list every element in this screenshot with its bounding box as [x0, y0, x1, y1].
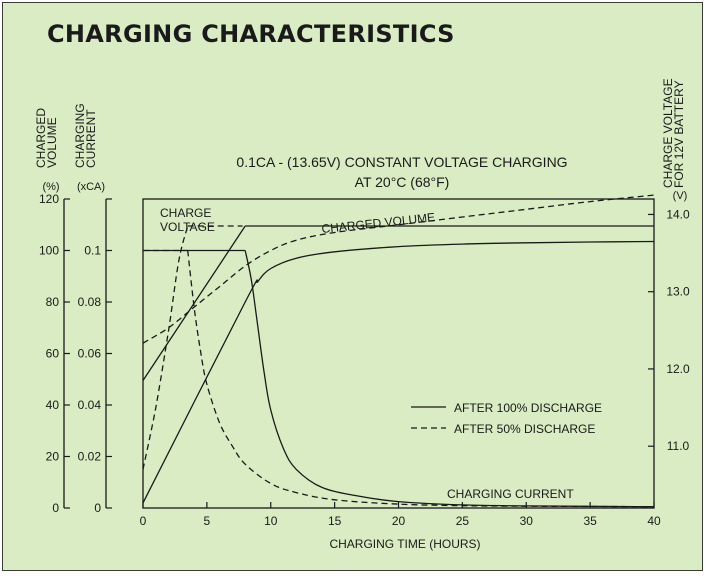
volume-tick-label: 100: [39, 244, 59, 258]
current-tick-label: 0.1: [84, 244, 101, 258]
voltage-tick-label: 13.0: [666, 285, 690, 299]
page-title: CHARGING CHARACTERISTICS: [47, 20, 455, 48]
charge-voltage-annotation-line2: VOLTAGE: [160, 220, 215, 234]
x-axis-label: CHARGING TIME (HOURS): [329, 537, 480, 551]
chart-title-line2: AT 20°C (68°F): [355, 174, 450, 190]
chart-panel: [2, 2, 703, 571]
volume-axis-label-line2: VOLUME: [45, 117, 59, 168]
charge-voltage-solid-line: [142, 225, 654, 381]
charge-voltage-dashed-line: [142, 225, 243, 470]
x-tick-label: 40: [647, 514, 661, 528]
current-tick-label: 0.06: [78, 347, 102, 361]
charging-current-annotation: CHARGING CURRENT: [447, 487, 574, 501]
current-tick-label: 0.02: [78, 450, 102, 464]
charging-current-solid-line: [143, 249, 655, 508]
volume-tick-label: 60: [46, 347, 60, 361]
charging-current-dashed-line: [143, 249, 655, 508]
x-tick-label: 35: [583, 514, 597, 528]
x-tick-label: 30: [520, 514, 534, 528]
volume-tick-label: 0: [52, 501, 59, 515]
voltage-axis-label-line2: FOR 12V BATTERY: [672, 80, 686, 188]
current-axis-label-line2: CURRENT: [84, 109, 98, 168]
volume-tick-label: 120: [39, 192, 59, 206]
charged-volume-solid-line: [142, 240, 655, 504]
volume-tick-label: 20: [46, 450, 60, 464]
current-tick-label: 0: [94, 501, 101, 515]
x-tick-label: 5: [204, 514, 211, 528]
legend-solid-label: AFTER 100% DISCHARGE: [454, 401, 602, 415]
current-tick-label: 0.04: [78, 398, 102, 412]
current-unit: (xCA): [77, 181, 105, 193]
volume-tick-label: 80: [46, 295, 60, 309]
voltage-unit: (V): [673, 190, 688, 202]
current-axis-label-line1: CHARGING: [73, 103, 87, 168]
plot-frame: [142, 198, 655, 509]
x-tick-label: 10: [264, 514, 278, 528]
volume-unit: (%): [42, 181, 59, 193]
voltage-axis-label-line1: CHARGE VOLTAGE: [661, 78, 675, 188]
charge-voltage-annotation-line1: CHARGE: [160, 206, 211, 220]
volume-tick-label: 40: [46, 398, 60, 412]
x-tick-label: 25: [456, 514, 470, 528]
chart-title-line1: 0.1CA - (13.65V) CONSTANT VOLTAGE CHARGI…: [236, 154, 567, 170]
voltage-tick-label: 11.0: [667, 439, 690, 453]
voltage-tick-label: 14.0: [666, 207, 690, 221]
x-tick-label: 15: [328, 514, 342, 528]
charged-volume-annotation: CHARGED VOLUME: [321, 210, 436, 236]
x-tick-label: 20: [392, 514, 406, 528]
charged-volume-dashed-line: [142, 194, 655, 344]
legend: AFTER 100% DISCHARGE AFTER 50% DISCHARGE: [411, 401, 602, 436]
volume-axis-label-line1: CHARGED: [34, 108, 48, 168]
legend-dashed-label: AFTER 50% DISCHARGE: [454, 422, 595, 436]
current-tick-label: 0.08: [78, 295, 102, 309]
x-tick-label: 0: [140, 514, 147, 528]
voltage-tick-label: 12.0: [666, 362, 690, 376]
